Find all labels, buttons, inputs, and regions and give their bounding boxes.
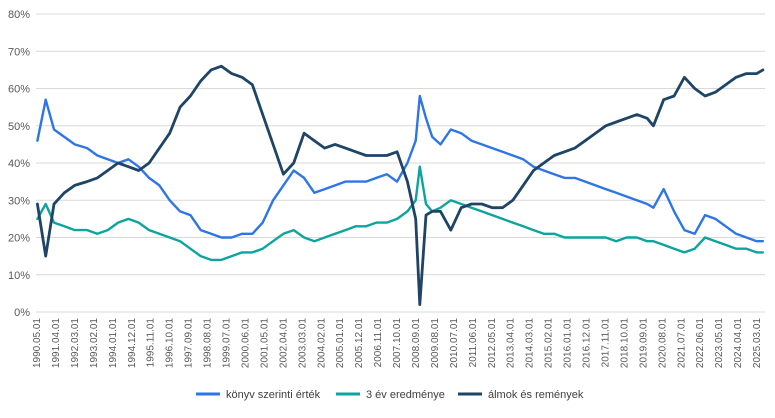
y-tick-label: 80% <box>8 9 30 21</box>
x-tick-label: 2003.03.01 <box>297 318 308 368</box>
y-tick-label: 20% <box>8 233 30 245</box>
legend: könyv szerinti érték 3 év eredménye álmok … <box>196 389 584 401</box>
x-tick-label: 2020.08.01 <box>657 318 668 368</box>
x-tick-label: 1995.11.01 <box>146 318 157 368</box>
x-tick-label: 1994.01.01 <box>108 318 119 368</box>
y-tick-label: 30% <box>8 195 30 207</box>
x-tick-label: 2025.03.01 <box>752 318 763 368</box>
x-tick-label: 2015.02.01 <box>544 318 555 368</box>
legend-label: álmok és remények <box>488 389 584 401</box>
x-axis-ticks: 1990.05.01 1991.04.01 1992.03.01 1993.02.01… <box>32 318 763 368</box>
x-tick-label: 2017.11.01 <box>600 318 611 368</box>
series-line <box>36 165 765 262</box>
x-tick-label: 2007.10.01 <box>392 318 403 368</box>
series-lines <box>36 64 765 307</box>
y-tick-label: 60% <box>8 84 30 96</box>
x-tick-label: 1996.10.01 <box>165 318 176 368</box>
x-tick-label: 2016.01.01 <box>563 318 574 368</box>
series-line <box>36 94 765 243</box>
x-tick-label: 1998.08.01 <box>203 318 214 368</box>
y-tick-label: 70% <box>8 46 30 58</box>
x-tick-label: 2006.11.01 <box>373 318 384 368</box>
y-tick-label: 0% <box>14 307 30 319</box>
y-tick-label: 10% <box>8 270 30 282</box>
x-tick-label: 2014.03.01 <box>525 318 536 368</box>
x-tick-label: 2018.10.01 <box>619 318 630 368</box>
x-tick-label: 2005.01.01 <box>335 318 346 368</box>
y-axis-ticks: 0% 10% 20% 30% 40% 50% 60% 70% 80% <box>8 9 30 319</box>
x-tick-label: 2005.12.01 <box>354 318 365 368</box>
x-tick-label: 1997.09.01 <box>184 318 195 368</box>
x-tick-label: 2023.05.01 <box>714 318 725 368</box>
x-tick-label: 2024.04.01 <box>733 318 744 368</box>
x-tick-label: 2013.04.01 <box>506 318 517 368</box>
x-tick-label: 1990.05.01 <box>32 318 43 368</box>
series-line <box>36 64 765 307</box>
x-tick-label: 2022.06.01 <box>695 318 706 368</box>
x-tick-label: 2010.07.01 <box>449 318 460 368</box>
x-tick-label: 2004.02.01 <box>316 318 327 368</box>
x-tick-label: 2008.09.01 <box>411 318 422 368</box>
x-tick-label: 1992.03.01 <box>70 318 81 368</box>
x-tick-label: 2000.06.01 <box>240 318 251 368</box>
x-tick-label: 2011.06.01 <box>468 318 479 368</box>
legend-label: 3 év eredménye <box>366 389 445 401</box>
x-tick-label: 1999.07.01 <box>222 318 233 368</box>
x-tick-label: 2021.07.01 <box>676 318 687 368</box>
x-tick-label: 1991.04.01 <box>51 318 62 368</box>
x-tick-label: 2012.05.01 <box>487 318 498 368</box>
x-tick-label: 2002.04.01 <box>278 318 289 368</box>
x-tick-label: 1993.02.01 <box>89 318 100 368</box>
x-tick-label: 2019.09.01 <box>638 318 649 368</box>
y-tick-label: 50% <box>8 121 30 133</box>
x-tick-label: 2001.05.01 <box>259 318 270 368</box>
x-tick-label: 2009.08.01 <box>430 318 441 368</box>
x-tick-label: 1994.12.01 <box>127 318 138 368</box>
y-tick-label: 40% <box>8 158 30 170</box>
x-tick-label: 2016.12.01 <box>582 318 593 368</box>
legend-label: könyv szerinti érték <box>226 389 321 401</box>
